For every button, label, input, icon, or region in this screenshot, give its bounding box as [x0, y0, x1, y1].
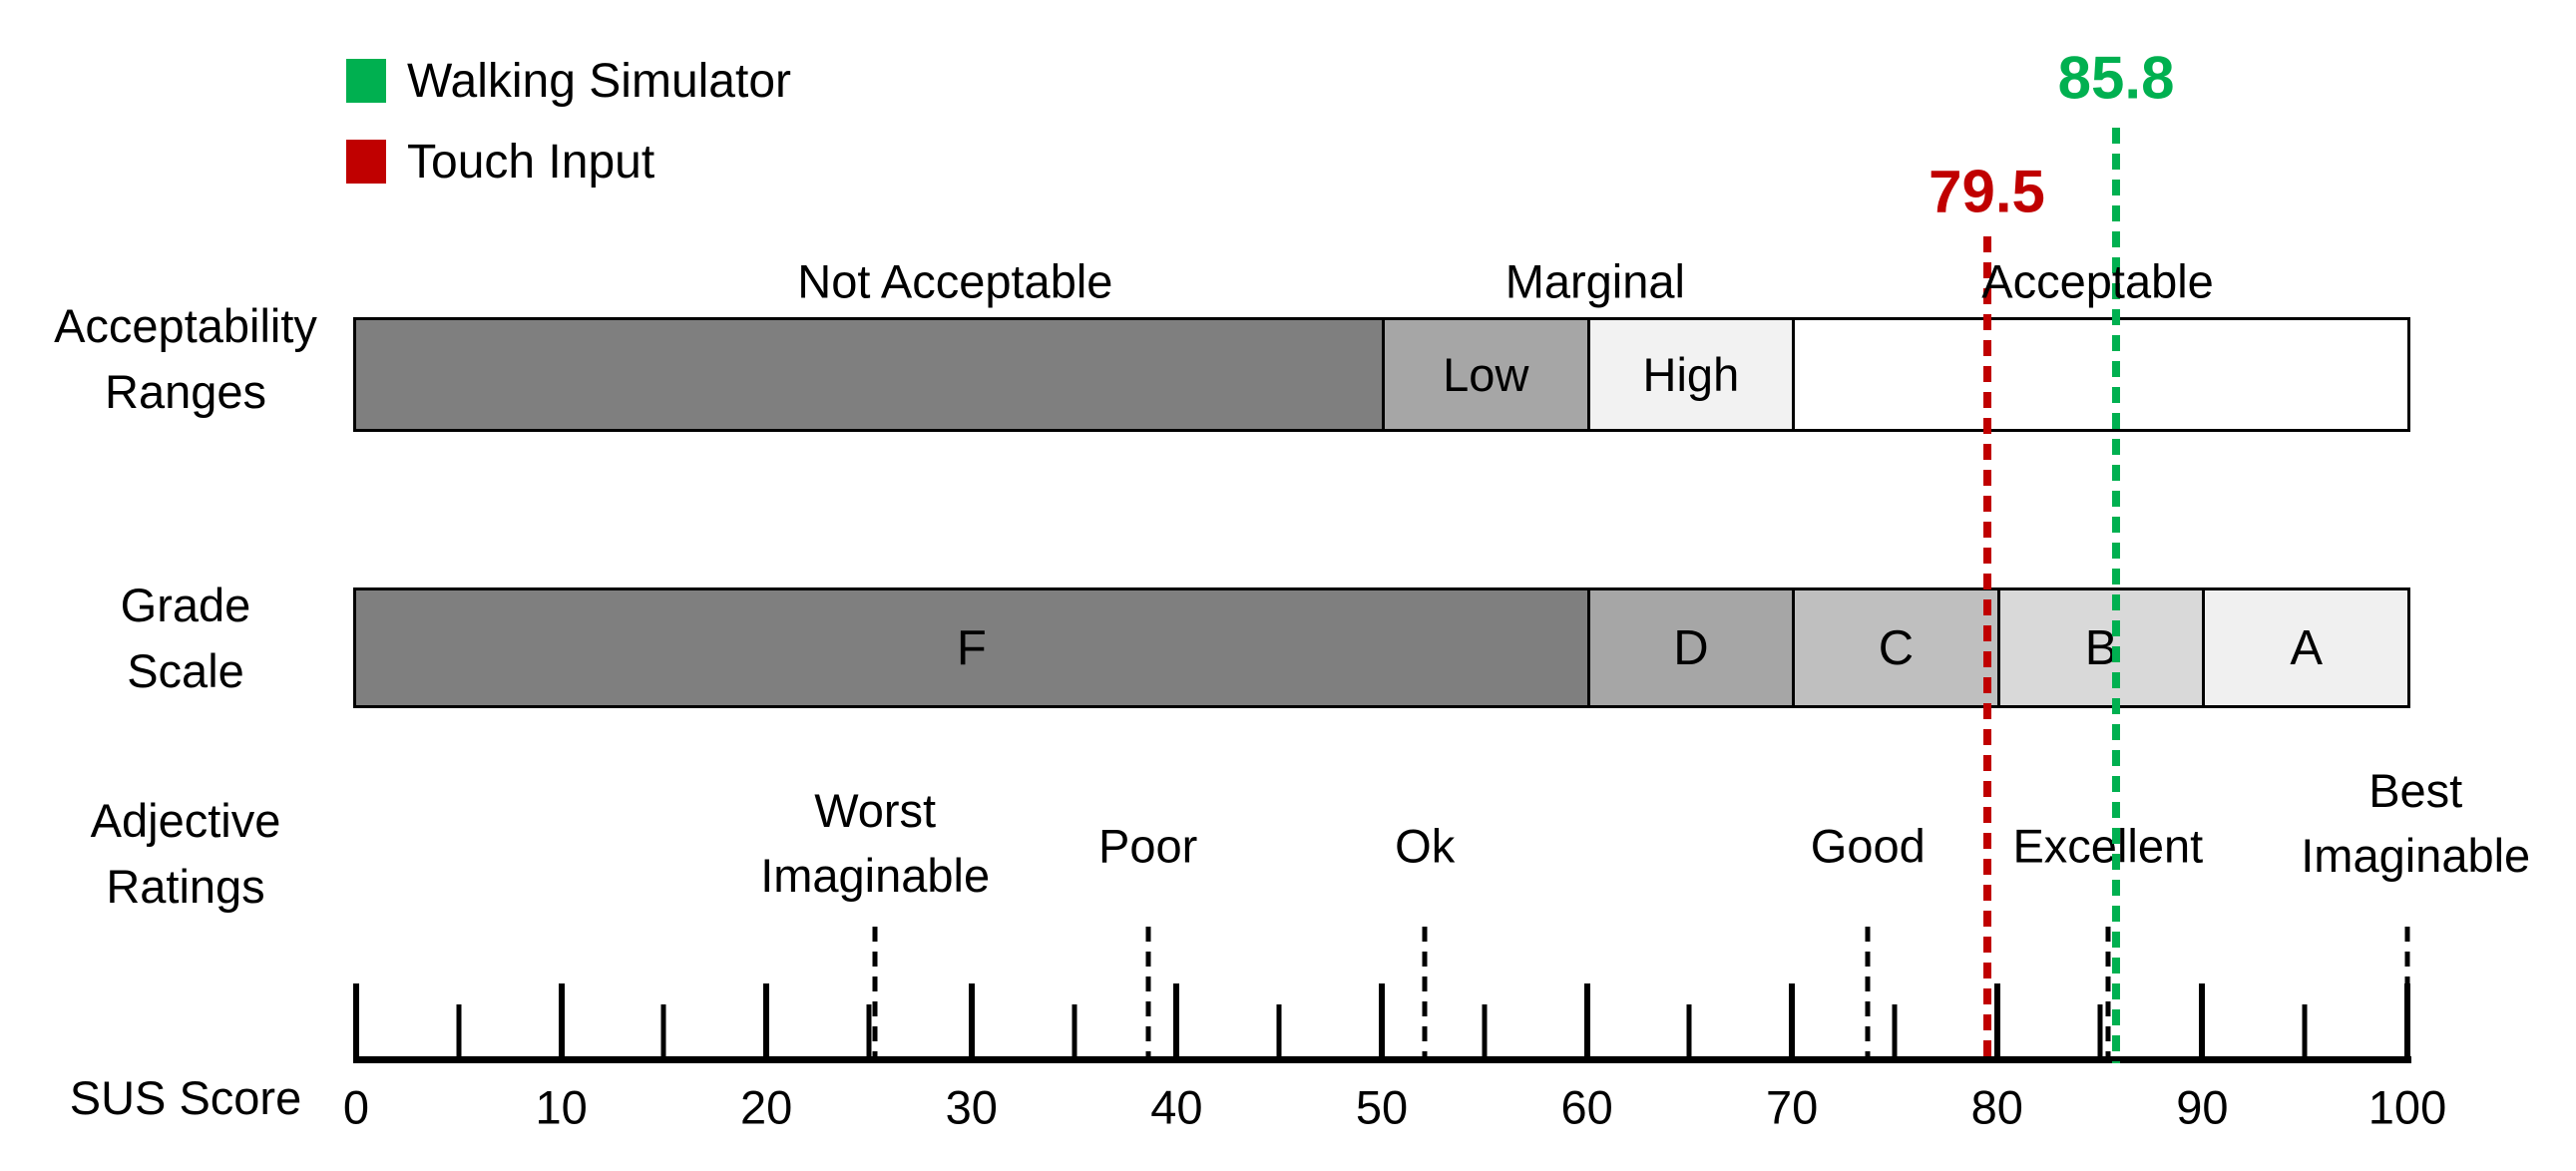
legend-swatch-icon	[346, 59, 386, 103]
region-label-not-acceptable: Not Acceptable	[797, 254, 1113, 308]
adjective-tick-excellent	[2105, 927, 2111, 1059]
row-label-grade-scale: Grade Scale	[0, 573, 371, 704]
row-label-line: Ranges	[105, 365, 266, 418]
axis-major-tick	[1993, 983, 2000, 1056]
axis-tick-label: 30	[945, 1080, 998, 1134]
axis-tick-label: 100	[2367, 1080, 2447, 1134]
adjective-label-line: Best	[2368, 764, 2463, 817]
segment-low: Low	[1382, 320, 1587, 429]
adjective-tick-worst-imaginable	[872, 927, 878, 1059]
adjective-label-line: Ok	[1395, 819, 1456, 873]
axis-major-tick	[968, 983, 975, 1056]
axis-minor-tick	[660, 1004, 666, 1056]
legend-label: Touch Input	[407, 135, 655, 189]
segment-c: C	[1792, 590, 1997, 705]
adjective-label-best-imaginable: Best Imaginable	[2301, 758, 2530, 888]
axis-major-tick	[1173, 983, 1180, 1056]
adjective-label-line: Imaginable	[2301, 829, 2531, 882]
adjective-label-good: Good	[1811, 814, 1926, 879]
bar-acceptability-ranges: Low High	[353, 317, 2410, 432]
axis-major-tick	[763, 983, 770, 1056]
axis-tick-label: 70	[1766, 1080, 1819, 1134]
axis-tick-label: 10	[535, 1080, 588, 1134]
axis-tick-label: 90	[2176, 1080, 2229, 1134]
row-label-line: Grade	[120, 579, 251, 631]
segment-label: A	[2290, 620, 2324, 675]
axis-minor-tick	[1276, 1004, 1282, 1056]
region-label-marginal: Marginal	[1504, 254, 1685, 308]
segment-not-acceptable	[356, 320, 1382, 429]
axis-minor-tick	[2097, 1004, 2103, 1056]
axis-major-tick	[558, 983, 565, 1056]
legend-item-0: Walking Simulator	[346, 55, 791, 108]
adjective-tick-good	[1865, 927, 1871, 1059]
axis-major-tick	[2199, 983, 2206, 1056]
adjective-label-line: Imaginable	[760, 849, 991, 902]
adjective-label-worst-imaginable: Worst Imaginable	[760, 778, 990, 908]
legend-item-1: Touch Input	[346, 136, 654, 189]
axis-tick-label: 0	[342, 1080, 370, 1134]
axis-minor-tick	[1072, 1004, 1077, 1056]
axis-tick-label: 50	[1355, 1080, 1409, 1134]
axis-minor-tick	[1892, 1004, 1898, 1056]
legend-swatch-icon	[346, 140, 386, 184]
segment-label: D	[1673, 620, 1709, 675]
axis-minor-tick	[1482, 1004, 1488, 1056]
axis-tick-label: 80	[1970, 1080, 2023, 1134]
axis-minor-tick	[866, 1004, 872, 1056]
marker-value-walking-simulator: 85.8	[2057, 44, 2175, 112]
marker-value-touch-input: 79.5	[1929, 158, 2045, 225]
segment-label: Low	[1443, 348, 1529, 401]
axis-minor-tick	[456, 1004, 462, 1056]
adjective-tick-best-imaginable	[2404, 927, 2410, 1059]
row-label-line: Scale	[127, 644, 244, 697]
segment-a: A	[2202, 590, 2407, 705]
marker-line-touch-input	[1982, 236, 1991, 1063]
adjective-label-line: Good	[1810, 819, 1926, 873]
axis-major-tick	[353, 983, 359, 1056]
segment-label: F	[956, 620, 987, 675]
region-label-acceptable: Acceptable	[1981, 254, 2214, 308]
axis-major-tick	[1379, 983, 1385, 1056]
row-label-line: Adjective	[90, 794, 281, 847]
adjective-label-line: Excellent	[2012, 819, 2204, 873]
segment-d: D	[1586, 590, 1793, 705]
adjective-label-line: Poor	[1097, 819, 1198, 873]
axis-title: SUS Score	[69, 1071, 302, 1124]
adjective-label-ok: Ok	[1395, 814, 1455, 879]
adjective-label-poor: Poor	[1098, 814, 1197, 879]
axis-tick-label: 60	[1560, 1080, 1613, 1134]
axis-baseline	[353, 1056, 2411, 1063]
adjective-tick-ok	[1422, 927, 1428, 1059]
axis-minor-tick	[1686, 1004, 1692, 1056]
segment-b: B	[1996, 590, 2203, 705]
axis-tick-label: 40	[1150, 1080, 1203, 1134]
axis-tick-label: 20	[740, 1080, 793, 1134]
row-label-line: Acceptability	[54, 299, 317, 352]
segment-label: C	[1878, 620, 1915, 675]
segment-label: High	[1642, 348, 1740, 401]
row-label-adjective-ratings: Adjective Ratings	[0, 788, 371, 920]
row-label-acceptability-ranges: Acceptability Ranges	[0, 293, 371, 425]
adjective-tick-poor	[1145, 927, 1151, 1059]
row-label-line: Ratings	[106, 860, 265, 913]
marker-line-walking-simulator	[2112, 128, 2121, 1063]
segment-high: High	[1586, 320, 1793, 429]
segment-acceptable	[1792, 320, 2407, 429]
adjective-label-excellent: Excellent	[2012, 814, 2203, 879]
segment-f: F	[356, 590, 1587, 705]
axis-major-tick	[1789, 983, 1796, 1056]
axis-minor-tick	[2302, 1004, 2308, 1056]
legend-label: Walking Simulator	[407, 54, 792, 108]
adjective-label-line: Worst	[814, 784, 937, 837]
axis-major-tick	[1583, 983, 1590, 1056]
